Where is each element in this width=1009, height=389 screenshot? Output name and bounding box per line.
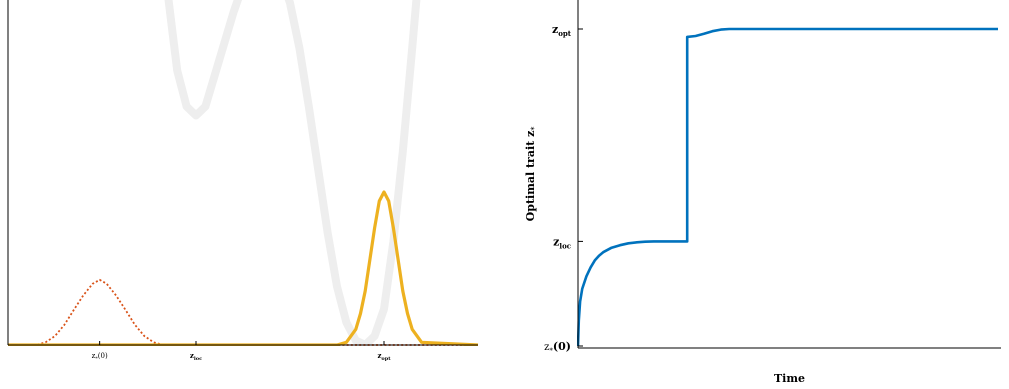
left-x-ticks: z*(0) zloc zopt: [92, 341, 391, 362]
right-y-tick-label: z*(0): [544, 340, 571, 355]
left-x-tick-label: zloc: [190, 351, 202, 362]
optimal-trait-panel: z*(0) zloc zopt Time Optimal trait z*: [524, 0, 1001, 385]
fitness-landscape-line: [164, 0, 421, 346]
final-distribution-line: [8, 190, 479, 346]
optimal-trait-trajectory-line: [577, 27, 998, 347]
trait-distribution-panel: z*(0) zloc zopt: [7, 0, 479, 362]
left-x-tick-label: zopt: [377, 351, 391, 362]
right-y-ticks: z*(0) zloc zopt: [544, 23, 583, 355]
right-y-axis-label: Optimal trait z*: [524, 127, 539, 222]
right-x-axis-label: Time: [774, 372, 805, 385]
initial-distribution-line: [8, 278, 478, 346]
left-x-tick-label: z*(0): [92, 352, 108, 362]
right-y-tick-label: zloc: [553, 235, 571, 250]
right-y-tick-label: zopt: [552, 23, 572, 38]
